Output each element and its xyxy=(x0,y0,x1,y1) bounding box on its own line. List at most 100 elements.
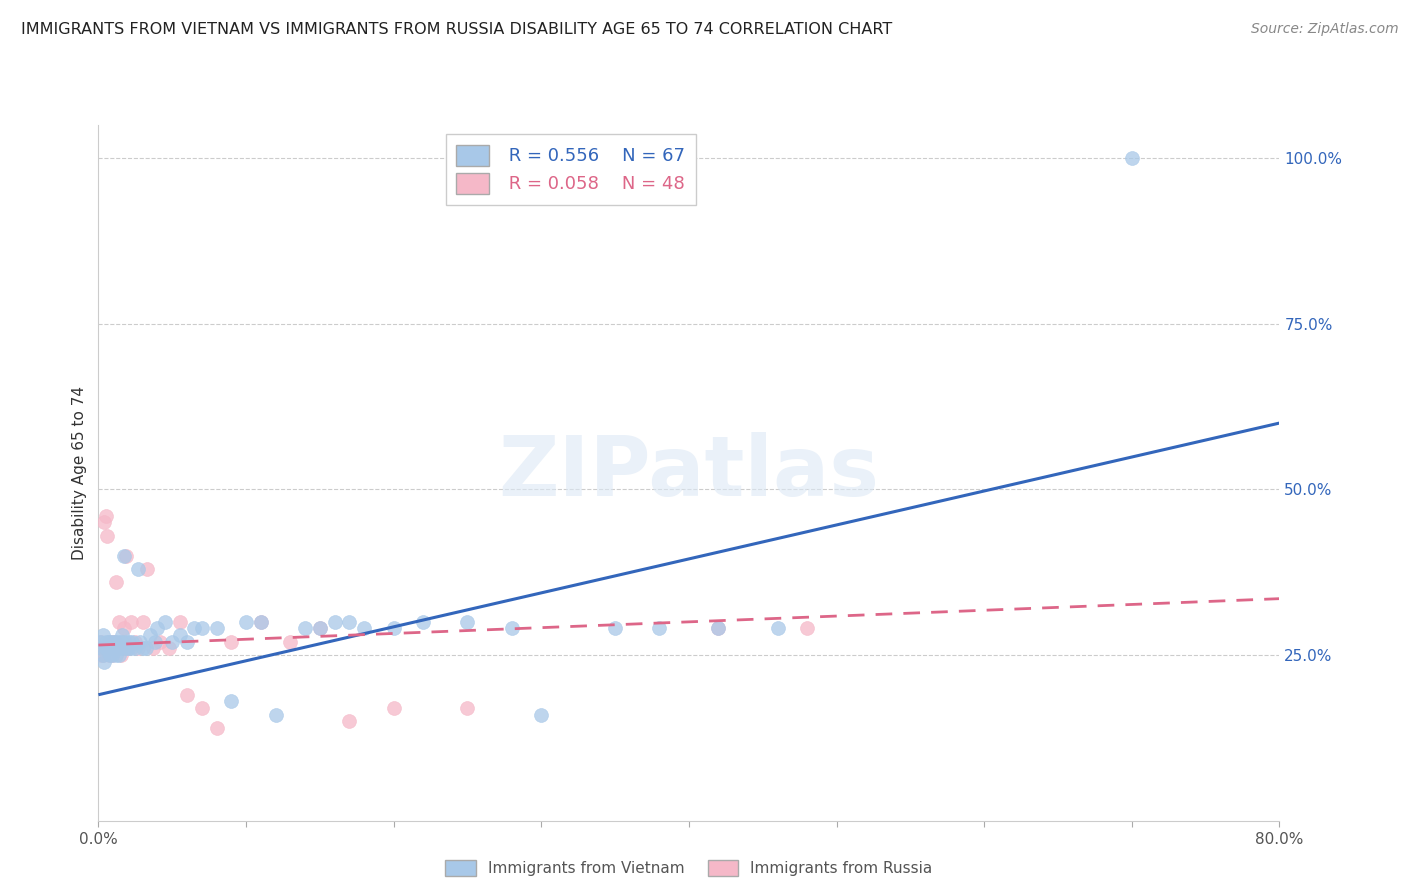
Point xyxy=(105,641,128,656)
Point xyxy=(501,622,523,636)
Point xyxy=(219,634,242,648)
Point xyxy=(153,615,176,629)
Point xyxy=(120,615,142,629)
Legend: Immigrants from Vietnam, Immigrants from Russia: Immigrants from Vietnam, Immigrants from… xyxy=(439,855,939,882)
Point xyxy=(235,615,257,629)
Point xyxy=(127,562,149,576)
Point xyxy=(104,634,127,648)
Point xyxy=(96,641,118,656)
Point xyxy=(121,634,143,648)
Point xyxy=(110,634,132,648)
Point xyxy=(89,634,111,648)
Point xyxy=(339,714,360,729)
Point xyxy=(103,634,125,648)
Point xyxy=(112,622,135,636)
Point xyxy=(309,622,332,636)
Point xyxy=(94,641,117,656)
Point xyxy=(796,622,818,636)
Point xyxy=(149,634,172,648)
Point xyxy=(108,615,131,629)
Point xyxy=(136,562,159,576)
Point xyxy=(162,634,183,648)
Point xyxy=(97,641,120,656)
Point xyxy=(135,641,157,656)
Point xyxy=(323,615,346,629)
Point xyxy=(100,648,122,662)
Point xyxy=(120,641,142,656)
Point xyxy=(96,641,118,656)
Point xyxy=(456,615,478,629)
Point xyxy=(132,615,155,629)
Point xyxy=(127,641,149,656)
Point xyxy=(766,622,789,636)
Point xyxy=(91,641,114,656)
Point xyxy=(94,641,117,656)
Point xyxy=(169,628,191,642)
Point xyxy=(353,622,375,636)
Point xyxy=(94,508,117,523)
Point xyxy=(205,721,228,735)
Point xyxy=(100,641,122,656)
Point xyxy=(382,701,405,715)
Point xyxy=(105,575,128,590)
Point xyxy=(93,516,115,530)
Text: Source: ZipAtlas.com: Source: ZipAtlas.com xyxy=(1251,22,1399,37)
Point xyxy=(132,641,155,656)
Point xyxy=(107,641,129,656)
Point xyxy=(94,634,117,648)
Point xyxy=(648,622,671,636)
Point xyxy=(250,615,273,629)
Point xyxy=(219,694,242,708)
Point xyxy=(309,622,332,636)
Point xyxy=(176,634,198,648)
Point xyxy=(115,641,138,656)
Point xyxy=(105,648,128,662)
Point xyxy=(191,622,214,636)
Point xyxy=(114,634,136,648)
Point xyxy=(98,641,121,656)
Point xyxy=(98,648,121,662)
Point xyxy=(89,641,111,656)
Point xyxy=(278,634,302,648)
Text: ZIPatlas: ZIPatlas xyxy=(499,433,879,513)
Point xyxy=(169,615,191,629)
Point xyxy=(100,648,122,662)
Point xyxy=(339,615,360,629)
Point xyxy=(143,634,166,648)
Point xyxy=(110,648,132,662)
Point xyxy=(104,641,127,656)
Point xyxy=(382,622,405,636)
Point xyxy=(98,634,121,648)
Point xyxy=(93,655,115,669)
Point xyxy=(118,634,141,648)
Point xyxy=(157,641,180,656)
Point xyxy=(176,688,198,702)
Point xyxy=(456,701,478,715)
Text: IMMIGRANTS FROM VIETNAM VS IMMIGRANTS FROM RUSSIA DISABILITY AGE 65 TO 74 CORREL: IMMIGRANTS FROM VIETNAM VS IMMIGRANTS FR… xyxy=(21,22,893,37)
Point xyxy=(112,549,135,563)
Point xyxy=(117,641,139,656)
Point xyxy=(250,615,273,629)
Point xyxy=(91,628,114,642)
Point xyxy=(111,634,134,648)
Point xyxy=(111,628,134,642)
Point xyxy=(115,549,138,563)
Point xyxy=(103,634,125,648)
Point xyxy=(139,628,162,642)
Point xyxy=(110,641,132,656)
Point xyxy=(108,648,131,662)
Point xyxy=(183,622,205,636)
Point xyxy=(90,648,112,662)
Point xyxy=(1121,151,1143,165)
Point xyxy=(103,641,125,656)
Point xyxy=(97,634,120,648)
Point xyxy=(142,641,165,656)
Point xyxy=(97,641,120,656)
Point xyxy=(91,648,114,662)
Point xyxy=(294,622,316,636)
Point xyxy=(98,634,121,648)
Point xyxy=(107,634,129,648)
Point xyxy=(205,622,228,636)
Point xyxy=(96,529,118,543)
Point xyxy=(117,641,139,656)
